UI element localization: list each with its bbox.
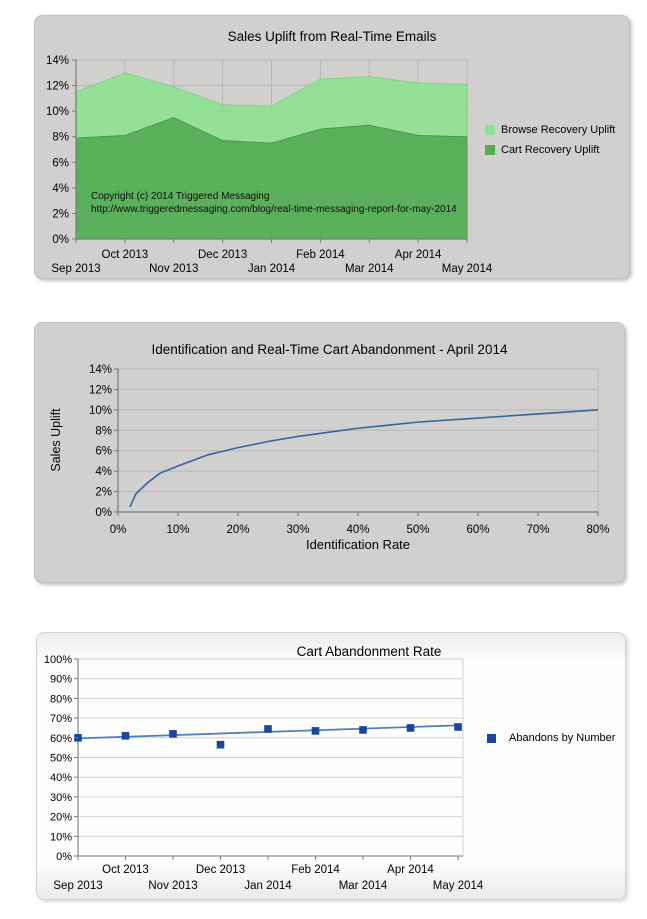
y-tick-label: 50% <box>50 753 72 765</box>
x-tick-label: Oct 2013 <box>102 864 149 876</box>
y-tick-label: 90% <box>50 674 72 686</box>
y-tick-label: 10% <box>89 405 112 417</box>
y-tick-label: 100% <box>44 654 72 666</box>
x-tick-label: Sep 2013 <box>53 880 102 892</box>
y-tick-label: 2% <box>52 208 69 220</box>
legend-item-browse-recovery: Browse Recovery Uplift <box>485 124 615 136</box>
x-tick-label: 30% <box>286 524 309 536</box>
legend-label-cart-recovery: Cart Recovery Uplift <box>501 144 600 156</box>
legend-item-cart-recovery: Cart Recovery Uplift <box>485 144 615 156</box>
chart-card-sales-uplift: 0% 2% 4% 6% 8% 10% 12% 14% Sep 2013 Oct 2013 Nov 2… <box>34 15 630 279</box>
browse-recovery-swatch-icon <box>485 125 495 135</box>
x-tick-label: Jan 2014 <box>244 880 292 892</box>
x-tick-label: Jan 2014 <box>248 263 296 275</box>
y-tick-label: 40% <box>50 772 72 784</box>
x-tick-label: Dec 2013 <box>198 249 247 261</box>
x-tick-label: Apr 2014 <box>387 864 434 876</box>
y-tick-label: 12% <box>46 81 69 93</box>
y-axis-title-sales-uplift: Sales Uplift <box>49 408 63 472</box>
x-tick-label: Sep 2013 <box>51 263 100 275</box>
identification-line-chart: 0% 2% 4% 6% 8% 10% 12% 14% 0% 10% 20% 30% 40% 50% 60% 7… <box>89 364 610 536</box>
x-tick-label: Nov 2013 <box>148 880 197 892</box>
y-tick-label: 14% <box>89 364 112 376</box>
y-tick-label: 30% <box>50 792 72 804</box>
x-tick-label: May 2014 <box>433 880 484 892</box>
x-tick-label: 40% <box>346 524 369 536</box>
cart-abandonment-scatter-chart: 0% 10% 20% 30% 40% 50% 60% 70% 80% 90% 100% Sep 201… <box>44 654 484 892</box>
x-tick-label: 70% <box>526 524 549 536</box>
y-tick-label: 20% <box>50 812 72 824</box>
legend-label-abandons: Abandons by Number <box>509 732 616 744</box>
gridlines <box>78 658 464 857</box>
uplift-curve <box>129 409 599 508</box>
y-tick-label: 0% <box>52 234 69 246</box>
x-tick-label: Feb 2014 <box>291 864 340 876</box>
x-tick-label: 20% <box>226 524 249 536</box>
cart-abandonment-legend: Abandons by Number <box>487 732 615 744</box>
y-tick-label: 2% <box>95 487 112 499</box>
axis-labels: 0% 2% 4% 6% 8% 10% 12% 14% 0% 10% 20% 30% 40% 50% 60% 7… <box>89 364 610 536</box>
x-tick-label: May 2014 <box>442 263 493 275</box>
y-tick-label: 4% <box>95 466 112 478</box>
y-tick-label: 10% <box>50 831 72 843</box>
x-tick-label: Apr 2014 <box>395 249 442 261</box>
x-tick-label: Mar 2014 <box>345 263 394 275</box>
legend-label-browse-recovery: Browse Recovery Uplift <box>501 124 616 136</box>
y-tick-label: 8% <box>52 132 69 144</box>
y-tick-label: 12% <box>89 384 112 396</box>
chart-title-cart-abandonment: Cart Abandonment Rate <box>296 644 442 659</box>
abandons-swatch-icon <box>487 733 496 743</box>
y-tick-label: 80% <box>50 693 72 705</box>
x-tick-label: Oct 2013 <box>102 249 149 261</box>
x-tick-label: 10% <box>166 524 189 536</box>
x-tick-label: Feb 2014 <box>296 249 345 261</box>
copyright-url: http://www.triggeredmessaging.com/blog/r… <box>91 204 457 215</box>
axis-labels: 0% 10% 20% 30% 40% 50% 60% 70% 80% 90% 100% Sep 201… <box>44 654 484 892</box>
y-tick-label: 0% <box>95 507 112 519</box>
x-tick-label: 0% <box>110 524 127 536</box>
y-tick-label: 4% <box>52 183 69 195</box>
y-tick-label: 60% <box>50 733 72 745</box>
x-tick-label: 50% <box>406 524 429 536</box>
cart-recovery-swatch-icon <box>485 145 495 155</box>
y-tick-label: 14% <box>46 55 69 67</box>
x-tick-label: Mar 2014 <box>339 880 388 892</box>
gridlines <box>118 368 599 513</box>
x-tick-label: 60% <box>466 524 489 536</box>
x-tick-label: Nov 2013 <box>149 263 198 275</box>
x-tick-label: 80% <box>586 524 609 536</box>
chart-card-identification: 0% 2% 4% 6% 8% 10% 12% 14% 0% 10% 20% 30% 40% 50% 60% 7… <box>34 322 625 583</box>
y-tick-label: 0% <box>56 851 72 863</box>
y-tick-label: 8% <box>95 425 112 437</box>
chart-card-cart-abandonment: 0% 10% 20% 30% 40% 50% 60% 70% 80% 90% 100% Sep 201… <box>36 632 626 900</box>
x-tick-label: Dec 2013 <box>196 864 245 876</box>
y-tick-label: 70% <box>50 713 72 725</box>
chart-title-sales-uplift: Sales Uplift from Real-Time Emails <box>227 29 437 44</box>
y-tick-label: 6% <box>52 157 69 169</box>
x-axis-title-identification-rate: Identification Rate <box>305 537 411 552</box>
chart-title-identification: Identification and Real-Time Cart Abando… <box>151 342 508 357</box>
copyright-line: Copyright (c) 2014 Triggered Messaging <box>91 191 270 202</box>
legend-item-abandons: Abandons by Number <box>487 732 615 744</box>
sales-uplift-legend: Browse Recovery Uplift Cart Recovery Upl… <box>485 124 615 156</box>
y-tick-label: 6% <box>95 446 112 458</box>
y-tick-label: 10% <box>46 106 69 118</box>
